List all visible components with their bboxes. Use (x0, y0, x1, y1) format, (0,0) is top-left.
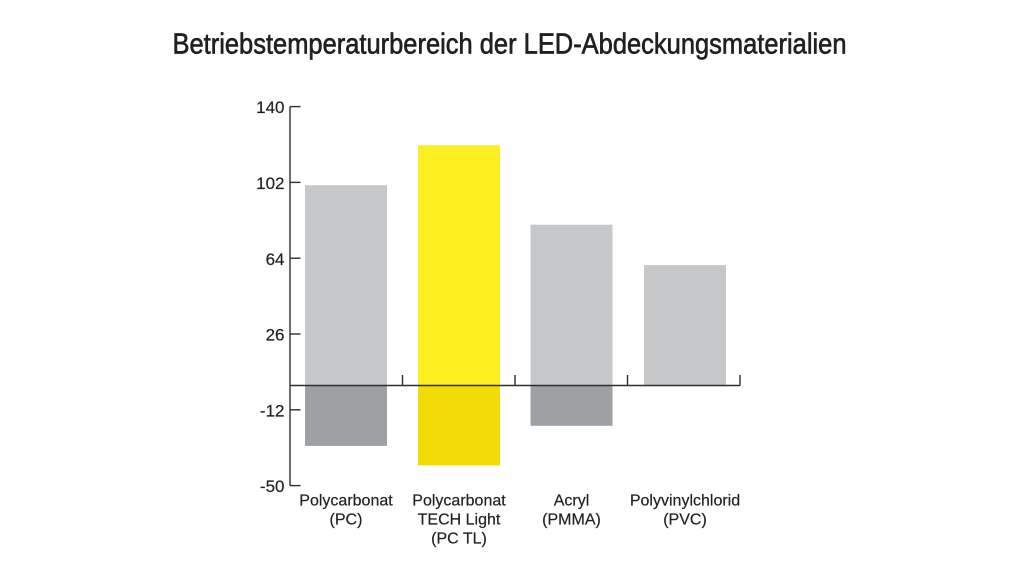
svg-text:102: 102 (256, 174, 284, 193)
svg-text:140: 140 (256, 98, 284, 117)
svg-text:(PVC): (PVC) (663, 511, 707, 528)
svg-text:Polyvinylchlorid: Polyvinylchlorid (630, 492, 740, 509)
svg-text:26: 26 (266, 326, 285, 345)
svg-text:(PMMA): (PMMA) (542, 511, 601, 528)
svg-text:Polycarbonat: Polycarbonat (412, 492, 506, 509)
svg-text:TECH Light: TECH Light (418, 511, 501, 528)
svg-text:64: 64 (266, 250, 285, 269)
svg-text:(PC): (PC) (330, 511, 363, 528)
svg-text:Betriebstemperaturbereich der: Betriebstemperaturbereich der LED-Abdeck… (173, 29, 847, 61)
svg-text:-12: -12 (260, 401, 285, 420)
svg-text:Polycarbonat: Polycarbonat (299, 492, 393, 509)
svg-text:-50: -50 (260, 477, 285, 496)
svg-text:(PC TL): (PC TL) (431, 530, 487, 547)
svg-text:Acryl: Acryl (554, 492, 590, 509)
